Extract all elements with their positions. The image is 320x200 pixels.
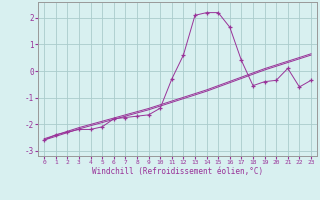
- X-axis label: Windchill (Refroidissement éolien,°C): Windchill (Refroidissement éolien,°C): [92, 167, 263, 176]
